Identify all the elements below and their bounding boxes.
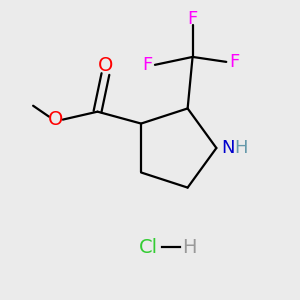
Text: F: F xyxy=(142,56,152,74)
Text: O: O xyxy=(98,56,113,75)
Text: F: F xyxy=(188,10,198,28)
Text: O: O xyxy=(48,110,64,129)
Text: H: H xyxy=(182,238,197,256)
Text: F: F xyxy=(229,53,239,71)
Text: Cl: Cl xyxy=(139,238,158,256)
Text: N: N xyxy=(221,139,235,157)
Text: H: H xyxy=(234,139,248,157)
